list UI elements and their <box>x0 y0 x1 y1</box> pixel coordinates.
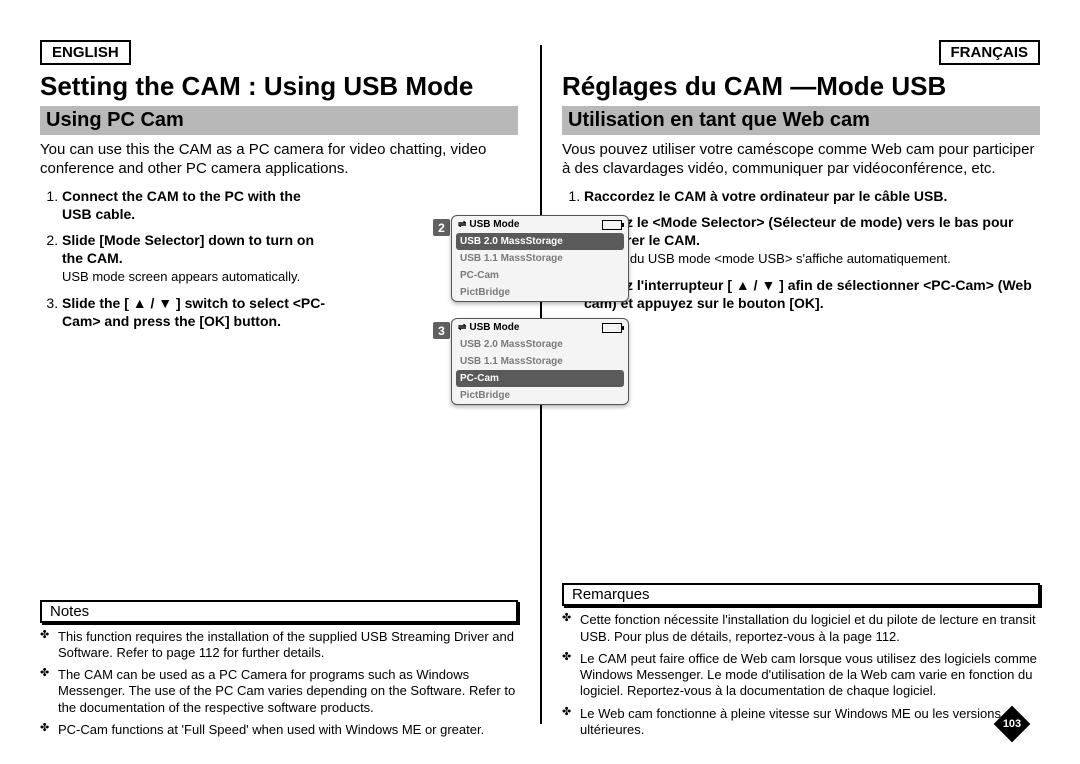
left-steps-list: Connect the CAM to the PC with the USB c… <box>40 187 330 339</box>
left-step-1: Connect the CAM to the PC with the USB c… <box>62 187 330 223</box>
right-section-heading: Utilisation en tant que Web cam <box>562 106 1040 135</box>
battery-icon <box>602 323 622 333</box>
left-section-heading: Using PC Cam <box>40 106 518 135</box>
left-notes-list: This function requires the installation … <box>40 629 518 745</box>
page-number: 103 <box>994 706 1030 742</box>
step-bold: Connect the CAM to the PC with the USB c… <box>62 188 301 222</box>
screen2-item-1: USB 1.1 MassStorage <box>452 250 628 267</box>
left-step-2: Slide [Mode Selector] down to turn on th… <box>62 231 330 286</box>
screen2-item-3: PictBridge <box>452 284 628 301</box>
usb-screen-3: ⇌USB Mode USB 2.0 MassStorage USB 1.1 Ma… <box>451 318 629 405</box>
right-step-2: Glissez le <Mode Selector> (Sélecteur de… <box>584 213 1040 268</box>
screen2-item-2: PC-Cam <box>452 267 628 284</box>
screen-header: ⇌USB Mode <box>452 216 628 233</box>
right-step-3: Glissez l'interrupteur [ ▲ / ▼ ] afin de… <box>584 276 1040 312</box>
left-step-3: Slide the [ ▲ / ▼ ] switch to select <PC… <box>62 294 330 330</box>
right-note-2: Le CAM peut faire office de Web cam lors… <box>562 651 1040 700</box>
right-notes-list: Cette fonction nécessite l'installation … <box>562 612 1040 744</box>
right-notes-label: Remarques <box>562 583 1040 606</box>
page-number-badge: 103 <box>994 706 1030 742</box>
left-note-2: The CAM can be used as a PC Camera for p… <box>40 667 518 716</box>
step-bold: Slide the [ ▲ / ▼ ] switch to select <PC… <box>62 295 325 329</box>
screen3-item-2: PC-Cam <box>456 370 624 387</box>
step-bold: Glissez l'interrupteur [ ▲ / ▼ ] afin de… <box>584 277 1032 311</box>
step-bold: Glissez le <Mode Selector> (Sélecteur de… <box>584 214 1014 248</box>
right-note-1: Cette fonction nécessite l'installation … <box>562 612 1040 645</box>
right-step-1: Raccordez le CAM à votre ordinateur par … <box>584 187 1040 205</box>
step-sub: L'écran du USB mode <mode USB> s'affiche… <box>584 251 1040 268</box>
usb-icon: ⇌ <box>458 322 466 333</box>
screen2-item-0: USB 2.0 MassStorage <box>456 233 624 250</box>
right-intro-text: Vous pouvez utiliser votre caméscope com… <box>562 141 1040 179</box>
battery-icon <box>602 220 622 230</box>
screen3-item-1: USB 1.1 MassStorage <box>452 353 628 370</box>
left-note-1: This function requires the installation … <box>40 629 518 662</box>
usb-icon: ⇌ <box>458 219 466 230</box>
manual-page: ENGLISH Setting the CAM : Using USB Mode… <box>0 0 1080 764</box>
left-title: Setting the CAM : Using USB Mode <box>40 71 518 102</box>
step-badge-2: 2 <box>433 219 450 236</box>
usb-screen-2: ⇌USB Mode USB 2.0 MassStorage USB 1.1 Ma… <box>451 215 629 302</box>
left-intro-text: You can use this the CAM as a PC camera … <box>40 141 518 179</box>
right-note-3: Le Web cam fonctionne à pleine vitesse s… <box>562 706 1040 739</box>
left-notes-label: Notes <box>40 600 518 623</box>
screen-wrap-3: 3 ⇌USB Mode USB 2.0 MassStorage USB 1.1 … <box>451 318 629 405</box>
right-title: Réglages du CAM —Mode USB <box>562 71 1040 102</box>
step-bold: Raccordez le CAM à votre ordinateur par … <box>584 188 947 204</box>
screen3-item-3: PictBridge <box>452 387 628 404</box>
screen-title: USB Mode <box>469 322 519 333</box>
lang-label-francais: FRANÇAIS <box>939 40 1041 65</box>
usb-mode-screens: 2 ⇌USB Mode USB 2.0 MassStorage USB 1.1 … <box>451 215 629 421</box>
screen-title: USB Mode <box>469 219 519 230</box>
left-note-3: PC-Cam functions at 'Full Speed' when us… <box>40 722 518 738</box>
step-bold: Slide [Mode Selector] down to turn on th… <box>62 232 314 266</box>
screen-header: ⇌USB Mode <box>452 319 628 336</box>
screen3-item-0: USB 2.0 MassStorage <box>452 336 628 353</box>
step-sub: USB mode screen appears automatically. <box>62 269 330 286</box>
right-steps-list: Raccordez le CAM à votre ordinateur par … <box>562 187 1040 321</box>
lang-label-english: ENGLISH <box>40 40 131 65</box>
screen-wrap-2: 2 ⇌USB Mode USB 2.0 MassStorage USB 1.1 … <box>451 215 629 302</box>
step-badge-3: 3 <box>433 322 450 339</box>
